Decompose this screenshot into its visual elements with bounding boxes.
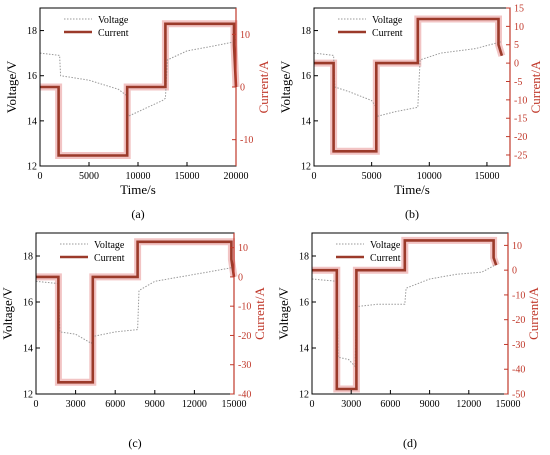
voltage-series-line (313, 41, 501, 117)
y2-tick-label: -20 (512, 315, 525, 326)
y-tick-label: 16 (23, 298, 33, 309)
y-tick-label: 14 (299, 344, 309, 355)
x-tick-label: 3000 (66, 399, 86, 410)
y2-tick-label: -30 (512, 340, 525, 351)
y-tick-label: 12 (299, 390, 309, 401)
x-tick-label: 10000 (417, 171, 442, 182)
x-tick-label: 6000 (105, 399, 125, 410)
y2-axis-title: Current/A (256, 60, 271, 113)
legend-voltage-label: Voltage (98, 15, 129, 26)
chart-panel-4: 0 3000 6000 9000 12000 15000 12 14 16 18 10 0 -10 -20… (276, 232, 541, 450)
y2-tick-label: -25 (514, 150, 527, 161)
current-series-line (36, 240, 236, 384)
x-tick-label: 0 (312, 171, 317, 182)
y2-axis-title: Current/A (252, 287, 267, 340)
current-shadow (40, 20, 240, 159)
x-tick-label: 6000 (380, 399, 400, 410)
voltage-series-line (39, 37, 237, 118)
x-tick-label: 12000 (456, 399, 481, 410)
current-series-line (314, 17, 504, 153)
chart-panel-1: 0 5000 10000 15000 20000 12 14 16 18 10 0 -10 Time/s… (4, 7, 271, 221)
y-tick-label: 14 (27, 116, 37, 127)
y-axis-title: Voltage/V (276, 287, 291, 340)
y2-tick-label: -10 (514, 95, 527, 106)
x-tick-label: 12000 (182, 399, 207, 410)
y-tick-label: 18 (301, 26, 311, 37)
x-tick-label: 15000 (496, 399, 521, 410)
y2-tick-label: -40 (512, 365, 525, 376)
y2-tick-label: 15 (514, 4, 524, 15)
legend-current-label: Current (370, 253, 401, 264)
y2-tick-label: 5 (514, 40, 519, 51)
current-shadow (36, 238, 238, 386)
x-tick-label: 9000 (145, 399, 165, 410)
panel-caption: (d) (403, 436, 417, 450)
legend-voltage-label: Voltage (370, 240, 401, 251)
y2-tick-label: -50 (512, 390, 525, 401)
panel-caption: (c) (128, 436, 141, 450)
x-tick-label: 0 (34, 399, 39, 410)
y2-tick-label: -10 (512, 290, 525, 301)
y2-tick-label: -15 (514, 114, 527, 125)
x-tick-label: 0 (38, 171, 43, 182)
x-tick-label: 5000 (362, 171, 382, 182)
y-tick-label: 12 (301, 162, 311, 173)
y2-tick-label: 0 (238, 272, 243, 283)
legend-current-label: Current (94, 253, 125, 264)
x-tick-label: 5000 (79, 171, 99, 182)
x-tick-label: 3000 (341, 399, 361, 410)
x-tick-label: 0 (310, 399, 315, 410)
y-tick-label: 18 (27, 26, 37, 37)
panel-caption: (a) (131, 207, 144, 221)
y-tick-label: 16 (301, 71, 311, 82)
y2-tick-label: 0 (512, 266, 517, 277)
y-tick-label: 12 (27, 162, 37, 173)
x-tick-label: 15000 (474, 171, 499, 182)
y2-tick-label: -10 (240, 135, 253, 146)
chart-panel-3: 0 3000 6000 9000 12000 15000 12 14 16 18 10 0 -10 -20… (0, 232, 267, 450)
y-tick-label: 18 (23, 252, 33, 263)
x-tick-label: 20000 (224, 171, 249, 182)
y-tick-label: 14 (301, 116, 311, 127)
x-tick-label: 15000 (175, 171, 200, 182)
y-tick-label: 16 (299, 298, 309, 309)
voltage-series-line (311, 264, 496, 368)
y2-tick-label: 10 (238, 243, 248, 254)
y2-tick-label: -5 (514, 77, 522, 88)
x-axis-title: Time/s (394, 182, 430, 197)
y2-tick-label: -20 (238, 331, 251, 342)
x-tick-label: 9000 (420, 399, 440, 410)
legend-current-label: Current (372, 28, 403, 39)
chart-panel-2: 0 5000 10000 15000 12 14 16 18 15 10 5 0 -5 -10 -15 -20… (278, 4, 543, 222)
y2-tick-label: 10 (514, 22, 524, 33)
y2-tick-label: 0 (514, 59, 519, 70)
y2-tick-label: -30 (238, 360, 251, 371)
y-tick-label: 14 (23, 344, 33, 355)
legend-current-label: Current (98, 28, 129, 39)
x-tick-label: 15000 (222, 399, 247, 410)
y2-tick-label: 10 (240, 30, 250, 41)
y2-tick-label: -20 (514, 132, 527, 143)
y-tick-label: 18 (299, 252, 309, 263)
current-shadow (314, 15, 506, 155)
legend-voltage-label: Voltage (94, 240, 125, 251)
y-tick-label: 16 (27, 71, 37, 82)
y2-tick-label: -10 (238, 302, 251, 313)
y2-tick-label: -40 (238, 390, 251, 401)
y2-tick-label: 0 (240, 83, 245, 94)
y2-axis-title: Current/A (528, 60, 543, 113)
y2-tick-label: 10 (512, 241, 522, 252)
current-series-line (312, 239, 498, 391)
y2-axis-title: Current/A (526, 287, 541, 340)
panel-caption: (b) (405, 207, 419, 221)
y-axis-title: Voltage/V (278, 60, 293, 113)
x-tick-label: 10000 (126, 171, 151, 182)
y-axis-title: Voltage/V (4, 60, 19, 113)
y-tick-label: 12 (23, 390, 33, 401)
legend-voltage-label: Voltage (372, 15, 403, 26)
x-axis-title: Time/s (120, 182, 156, 197)
y-axis-title: Voltage/V (0, 287, 15, 340)
